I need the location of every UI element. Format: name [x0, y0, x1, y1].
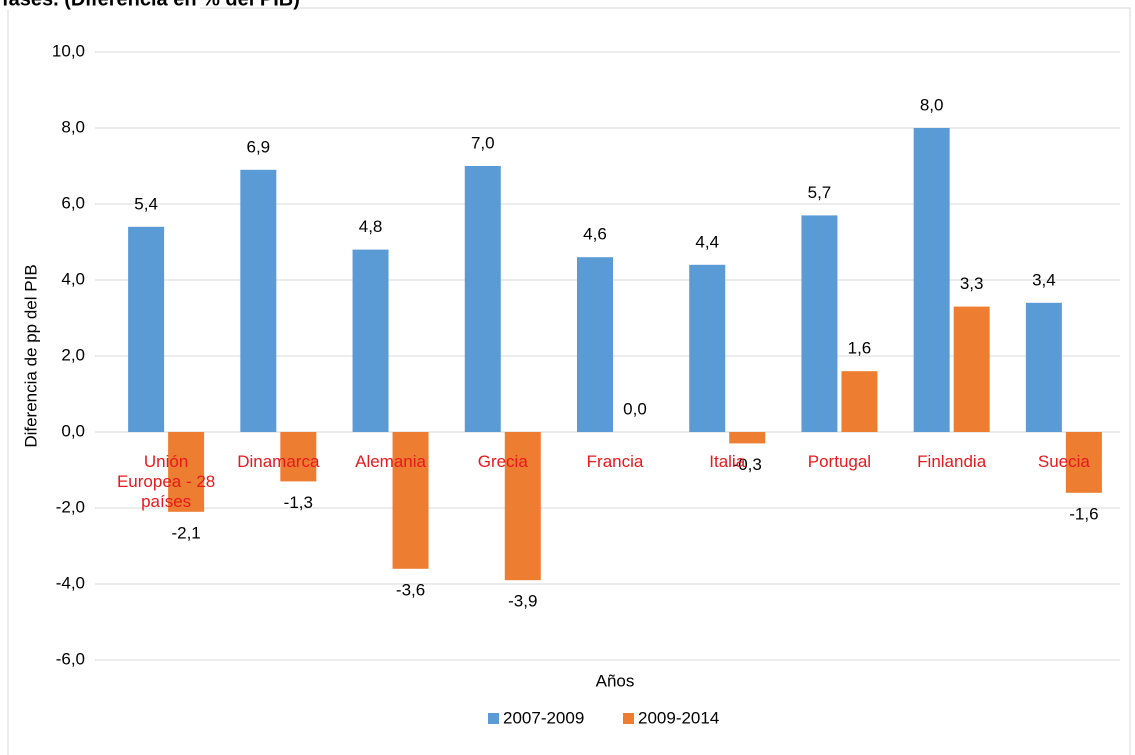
bar	[280, 432, 317, 482]
bar	[504, 432, 541, 581]
value-label: -3,6	[396, 580, 425, 599]
y-tick-label: 10,0	[52, 41, 85, 60]
chart-border	[7, 7, 1131, 755]
legend-swatch	[623, 713, 634, 724]
bar	[841, 371, 878, 432]
bar	[128, 226, 165, 432]
value-label: -3,9	[508, 592, 537, 611]
legend-label: 2007-2009	[503, 708, 584, 727]
chart-title: fases. (Diferencia en % del PIB)	[2, 0, 300, 10]
bar	[801, 215, 838, 432]
y-tick-label: 8,0	[61, 117, 85, 136]
y-tick-label: 4,0	[61, 269, 85, 288]
y-tick-label: 6,0	[61, 193, 85, 212]
bar	[689, 264, 726, 432]
bar	[392, 432, 429, 569]
x-tick-label: Francia	[586, 452, 644, 471]
bar	[464, 166, 501, 432]
bar	[577, 257, 613, 432]
legend-swatch	[488, 713, 499, 724]
value-label: 4,6	[583, 225, 607, 244]
value-label: -1,6	[1069, 504, 1098, 523]
value-label: -2,1	[171, 523, 200, 542]
x-tick-label: Unión Europea - 28 países	[116, 452, 216, 511]
value-label: 5,7	[808, 183, 832, 202]
value-label: 3,3	[960, 274, 984, 293]
value-label: 4,4	[695, 232, 719, 251]
bar	[913, 128, 950, 432]
bar	[953, 306, 990, 432]
y-tick-label: -2,0	[56, 497, 85, 516]
value-label: -0,3	[733, 455, 762, 474]
bar	[1065, 432, 1102, 493]
x-tick-label: Grecia	[477, 452, 528, 471]
value-label: 5,4	[134, 194, 158, 213]
y-tick-label: 2,0	[61, 345, 85, 364]
value-label: 3,4	[1032, 270, 1056, 289]
bar	[352, 249, 389, 432]
value-label: 7,0	[471, 133, 495, 152]
value-label: -1,3	[284, 493, 313, 512]
legend-label: 2009-2014	[638, 708, 719, 727]
x-tick-label: Portugal	[807, 452, 872, 471]
value-label: 1,6	[848, 339, 872, 358]
value-label: 6,9	[247, 137, 271, 156]
bar	[1025, 302, 1062, 432]
y-tick-label: 0,0	[61, 421, 85, 440]
title-bg	[0, 0, 200, 10]
y-tick-label: -4,0	[56, 573, 85, 592]
bar	[240, 169, 277, 433]
x-tick-label: Italia	[709, 452, 746, 471]
bar	[729, 432, 766, 444]
value-label: 4,8	[359, 217, 383, 236]
x-axis-label: Años	[596, 671, 635, 690]
y-tick-label: -6,0	[56, 649, 85, 668]
x-tick-label: Dinamarca	[237, 452, 320, 471]
value-label: 8,0	[920, 95, 944, 114]
x-tick-label: Suecia	[1037, 452, 1090, 471]
x-tick-label: Alemania	[355, 452, 426, 471]
bar	[168, 432, 205, 512]
value-label: 0,0	[623, 399, 647, 418]
x-tick-label: Finlandia	[917, 452, 987, 471]
y-axis-label: Diferencia de pp del PIB	[21, 264, 40, 447]
